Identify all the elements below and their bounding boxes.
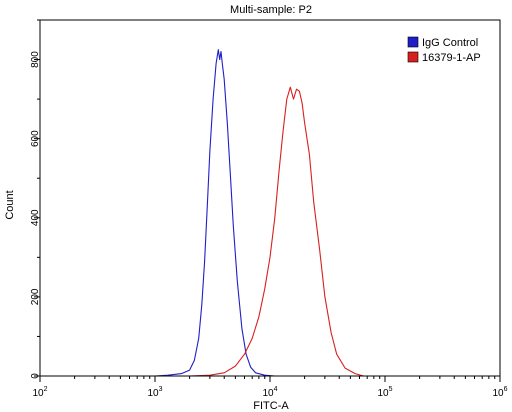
x-tick-label: 104 [262,386,277,399]
legend-swatch-1 [407,51,419,63]
y-tick-label: 600 [30,130,41,147]
x-tick-label: 105 [377,386,392,399]
series-line-igg-control [154,49,275,377]
y-tick-label: 400 [30,209,41,226]
legend-swatch-0 [407,36,419,48]
legend: IgG Control 16379-1-AP [407,36,481,64]
chart-title: Multi-sample: P2 [230,4,312,16]
x-tick-label: 106 [492,386,507,399]
legend-label-1: 16379-1-AP [422,52,481,64]
axes: 102 103 104 105 106 0 200 400 600 800 [30,19,508,399]
plot-area [154,49,364,377]
legend-label-0: IgG Control [422,37,478,49]
x-axis-label: FITC-A [253,400,289,412]
series-line-sample [189,86,364,377]
x-tick-label: 103 [147,386,162,399]
y-tick-label: 800 [30,51,41,68]
x-tick-label: 102 [32,386,47,399]
plot-frame [39,19,501,377]
y-axis-label: Count [4,190,16,219]
y-tick-label: 200 [30,288,41,305]
y-tick-label: 0 [30,373,41,379]
